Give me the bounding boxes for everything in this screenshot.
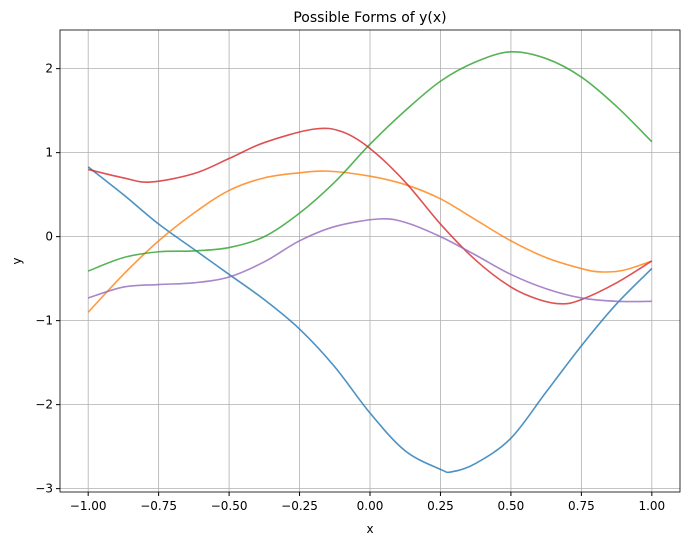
x-ticks: −1.00 −0.75 −0.50 −0.25 0.00 0.25 0.50 0.75 1.00 xyxy=(70,492,665,513)
x-tick-label: −1.00 xyxy=(70,499,107,513)
x-tick-label: 0.50 xyxy=(498,499,525,513)
grid xyxy=(60,30,680,492)
series-line-curve-1 xyxy=(87,166,653,474)
x-tick-label: 0.75 xyxy=(568,499,595,513)
y-tick-label: −3 xyxy=(35,482,53,496)
x-axis-label: x xyxy=(366,522,373,536)
series-line-curve-4 xyxy=(87,127,653,305)
x-tick-label: 0.00 xyxy=(357,499,384,513)
y-axis-label: y xyxy=(10,257,24,264)
x-tick-label: −0.75 xyxy=(140,499,177,513)
y-tick-label: 1 xyxy=(45,146,53,160)
chart-title: Possible Forms of y(x) xyxy=(293,10,446,26)
series-line-curve-3 xyxy=(87,50,653,272)
curves xyxy=(87,50,653,474)
x-tick-label: 1.00 xyxy=(638,499,665,513)
y-tick-label: 0 xyxy=(45,230,53,244)
x-tick-label: −0.50 xyxy=(211,499,248,513)
x-tick-label: 0.25 xyxy=(427,499,454,513)
y-ticks: −3 −2 −1 0 1 2 xyxy=(35,62,60,496)
series-line-curve-5 xyxy=(87,218,652,303)
x-tick-label: −0.25 xyxy=(281,499,318,513)
y-tick-label: −1 xyxy=(35,314,53,328)
y-tick-label: −2 xyxy=(35,398,53,412)
y-tick-label: 2 xyxy=(45,62,53,76)
series-line-curve-2 xyxy=(87,170,653,313)
